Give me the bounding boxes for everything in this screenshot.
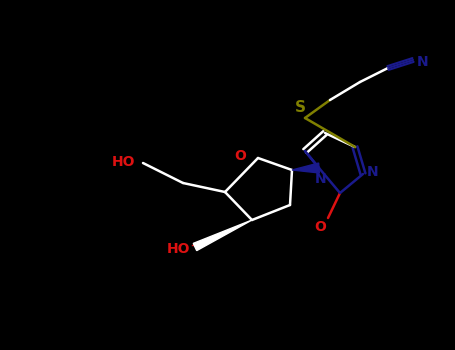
Polygon shape [193, 220, 252, 251]
Text: N: N [367, 165, 379, 179]
Polygon shape [292, 163, 319, 173]
Text: S: S [294, 100, 305, 116]
Text: O: O [314, 220, 326, 234]
Text: N: N [315, 172, 327, 186]
Text: O: O [234, 149, 246, 163]
Text: HO: HO [167, 242, 190, 256]
Text: N: N [417, 55, 429, 69]
Text: HO: HO [111, 155, 135, 169]
